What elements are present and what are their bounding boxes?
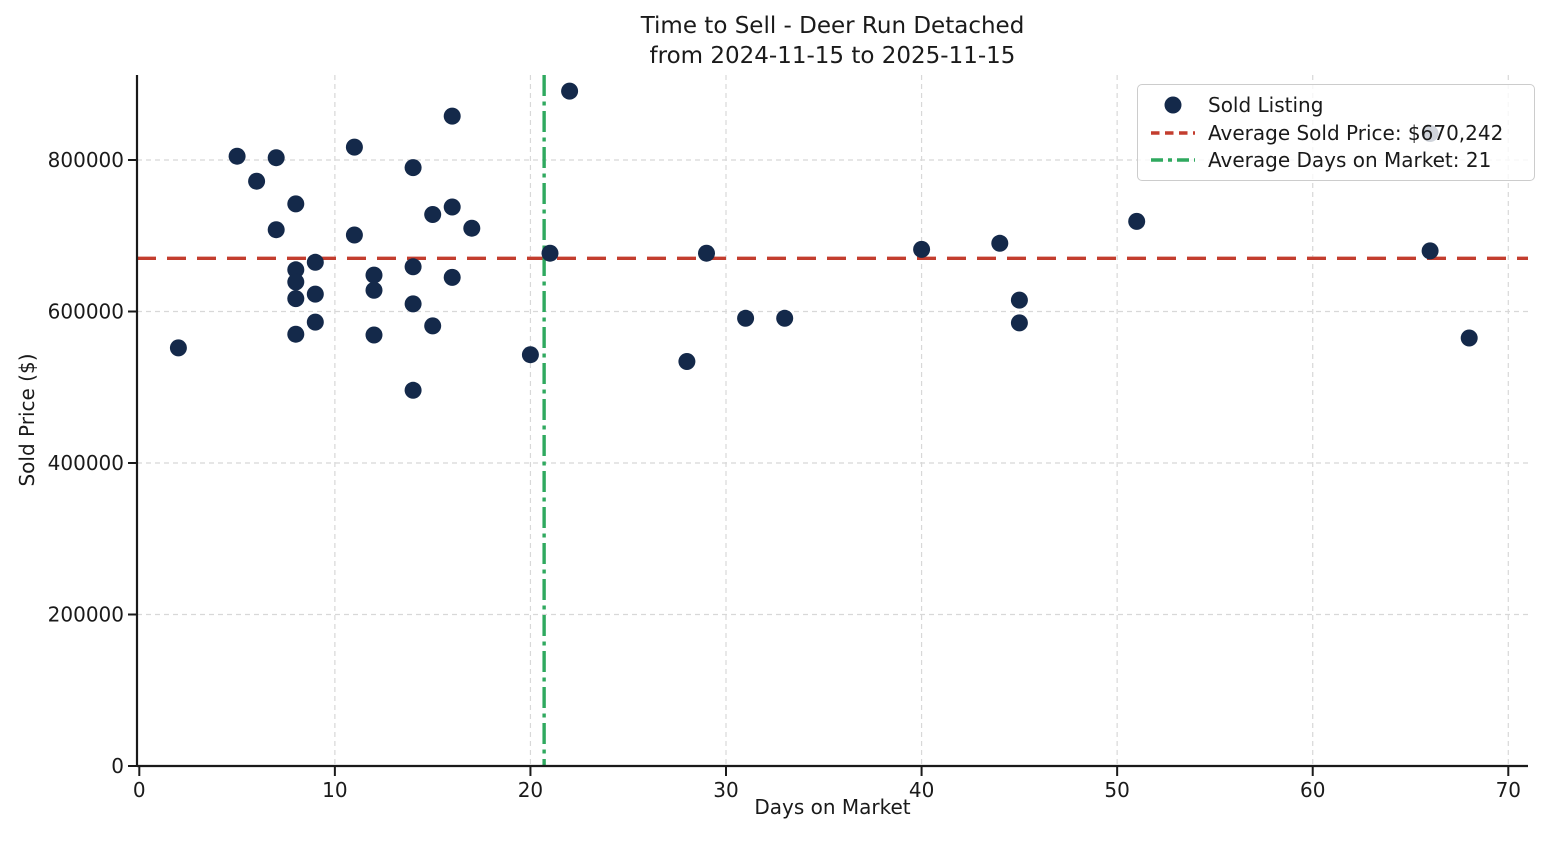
sold-listing-point [306, 285, 324, 303]
sold-listing-marker-icon [1164, 96, 1182, 114]
sold-listing-point [443, 198, 461, 216]
legend-item-avg-sold-price: Average Sold Price: $670,242 [1150, 119, 1522, 147]
chart-title-line1: Time to Sell - Deer Run Detached [640, 13, 1025, 39]
sold-listing-point [169, 339, 187, 357]
x-tick-label: 20 [518, 778, 543, 802]
sold-listing-point [287, 290, 305, 308]
sold-listing-point [345, 226, 363, 244]
y-tick-label: 400000 [48, 451, 124, 475]
legend-item-sold-listing: Sold Listing [1150, 91, 1522, 119]
sold-listing-point [737, 309, 755, 327]
sold-listing-point [228, 147, 246, 165]
avg-price-dashed-line-icon [1151, 130, 1195, 135]
x-tick-label: 0 [133, 778, 146, 802]
sold-listing-point [365, 281, 383, 299]
sold-listing-point [541, 244, 559, 262]
chart-title: Time to Sell - Deer Run Detached from 20… [137, 11, 1528, 71]
sold-listing-point [424, 317, 442, 335]
sold-listing-point [424, 206, 442, 223]
sold-listing-point [404, 295, 422, 313]
sold-listing-point [306, 253, 324, 271]
sold-listing-point [404, 381, 422, 399]
x-axis-label: Days on Market [754, 795, 911, 819]
y-tick-label: 0 [111, 754, 124, 778]
x-tick-label: 10 [322, 778, 347, 802]
legend-label: Average Sold Price: $670,242 [1208, 120, 1504, 145]
sold-listing-point [267, 149, 285, 167]
sold-listing-point [287, 261, 305, 279]
sold-listing-point [1128, 212, 1146, 230]
sold-listing-point [267, 221, 285, 239]
sold-listing-point [776, 309, 794, 327]
sold-listing-point [404, 159, 422, 177]
sold-listing-point [443, 107, 461, 125]
x-tick-label: 50 [1104, 778, 1129, 802]
sold-listing-point [698, 244, 715, 262]
sold-listing-point [561, 82, 579, 100]
legend-label: Sold Listing [1208, 92, 1324, 117]
y-tick-label: 600000 [48, 300, 124, 324]
sold-listing-point [248, 172, 266, 190]
sold-listing-point [521, 346, 539, 364]
sold-listing-point [287, 273, 305, 291]
y-tick-label: 200000 [48, 603, 124, 627]
sold-listing-point [365, 266, 383, 284]
sold-listing-point [678, 353, 696, 370]
x-tick-label: 70 [1496, 778, 1521, 802]
x-tick-label: 40 [909, 778, 934, 802]
sold-listing-point [1010, 314, 1028, 332]
legend-label: Average Days on Market: 21 [1208, 148, 1492, 173]
x-tick-label: 30 [713, 778, 738, 802]
sold-listing-point [463, 219, 481, 237]
sold-listing-point [365, 326, 383, 344]
sold-listing-point [287, 195, 305, 213]
sold-listing-point [404, 258, 422, 276]
chart-title-line2: from 2024-11-15 to 2025-11-15 [649, 43, 1016, 69]
sold-listing-point [345, 138, 363, 156]
sold-listing-point [443, 268, 461, 286]
sold-listing-point [1010, 291, 1028, 309]
legend-item-avg-days: Average Days on Market: 21 [1150, 146, 1522, 174]
sold-listing-point [306, 313, 324, 331]
y-axis-label: Sold Price ($) [15, 353, 39, 487]
legend: Sold Listing Average Sold Price: $670,24… [1137, 84, 1535, 181]
sold-listing-point [991, 234, 1009, 252]
x-tick-label: 60 [1300, 778, 1325, 802]
avg-days-dashdot-line-icon [1151, 158, 1195, 162]
sold-listing-point [913, 240, 931, 258]
sold-listing-point [287, 325, 305, 343]
sold-listing-point [1460, 329, 1478, 347]
y-tick-label: 800000 [48, 148, 124, 172]
sold-listing-point [1421, 242, 1439, 260]
